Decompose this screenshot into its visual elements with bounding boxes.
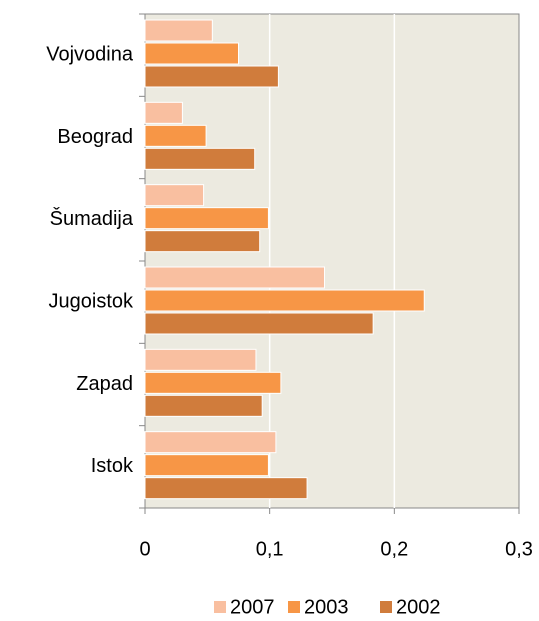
legend-label: 2007: [230, 596, 275, 618]
bar: [144, 42, 239, 65]
bar: [144, 19, 213, 42]
bar: [144, 477, 308, 500]
bar: [144, 394, 263, 417]
legend-swatch: [288, 601, 300, 613]
bar: [144, 147, 256, 170]
bar: [144, 454, 269, 477]
bar: [144, 371, 282, 394]
bar: [144, 431, 277, 454]
x-tick-label: 0,1: [256, 538, 284, 560]
bar: [144, 230, 261, 253]
x-tick-label: 0,2: [380, 538, 408, 560]
bar: [144, 289, 425, 312]
y-tick-label: Vojvodina: [46, 43, 134, 65]
bar: [144, 124, 207, 147]
legend-swatch: [214, 601, 226, 613]
bar: [144, 348, 257, 371]
bar: [144, 65, 279, 88]
legend-label: 2002: [396, 596, 441, 618]
bar: [144, 266, 326, 289]
x-tick-label: 0: [139, 538, 150, 560]
y-tick-label: Šumadija: [50, 207, 134, 230]
legend-label: 2003: [304, 596, 349, 618]
x-tick-label: 0,3: [505, 538, 533, 560]
legend-swatch: [380, 601, 392, 613]
bar: [144, 207, 269, 230]
y-tick-label: Jugoistok: [49, 290, 134, 312]
y-tick-label: Istok: [91, 455, 134, 477]
y-tick-label: Beograd: [57, 126, 133, 148]
y-tick-label: Zapad: [76, 373, 133, 395]
bar: [144, 184, 205, 207]
bar: [144, 312, 374, 335]
bar: [144, 101, 183, 124]
plot-area: [144, 13, 520, 509]
